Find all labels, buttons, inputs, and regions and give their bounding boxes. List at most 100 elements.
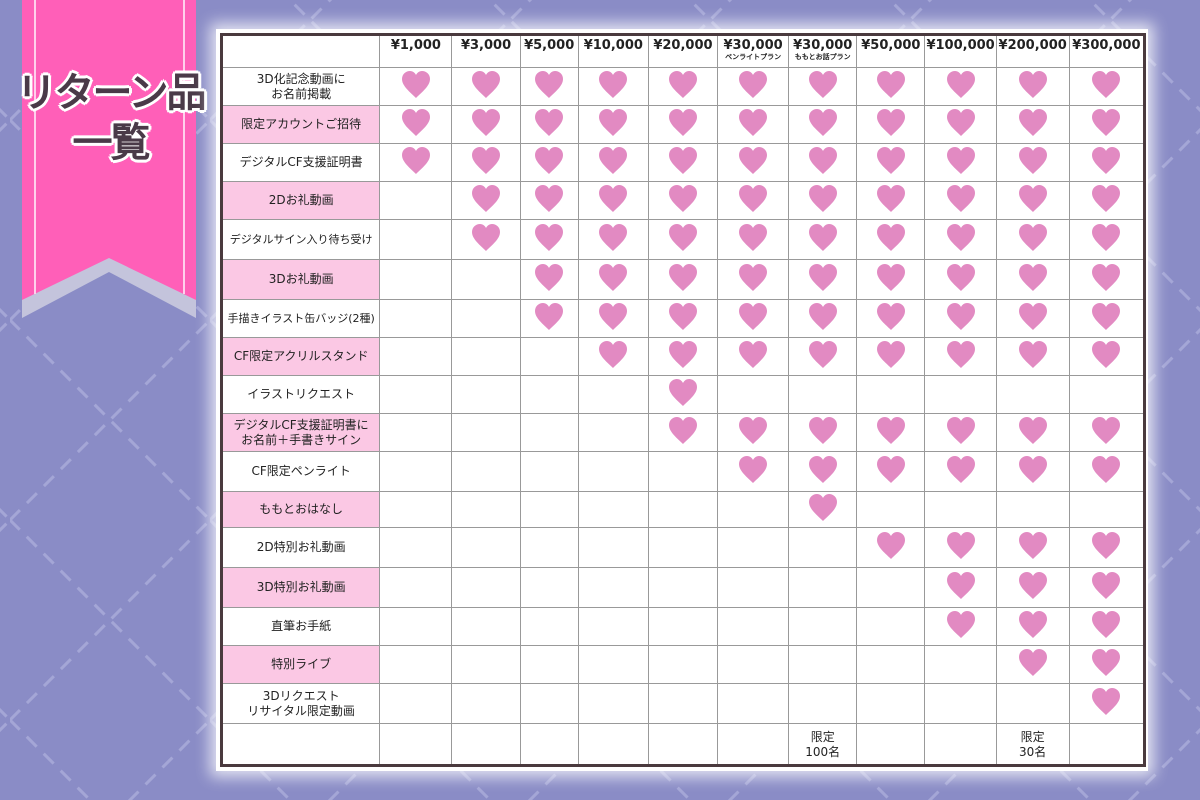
- empty-cell: [717, 375, 790, 414]
- empty-cell: [577, 413, 649, 452]
- empty-cell: [856, 683, 926, 724]
- empty-cell: [717, 491, 790, 528]
- return-item-row: イラストリクエスト: [220, 375, 1146, 414]
- return-item-label: CF限定ペンライト: [220, 451, 381, 492]
- return-item-row: デジタルCF支援証明書に お名前＋手書きサイン: [220, 413, 1146, 452]
- included-cell: [1068, 105, 1146, 144]
- heart-icon: [808, 223, 838, 252]
- included-cell: [995, 607, 1070, 646]
- heart-icon: [946, 416, 976, 445]
- empty-cell: [379, 645, 453, 684]
- return-item-label: デジタルCF支援証明書: [220, 143, 381, 182]
- empty-cell: [451, 723, 521, 766]
- heart-icon: [1091, 223, 1121, 252]
- included-cell: [924, 67, 997, 106]
- heart-icon: [1091, 531, 1121, 560]
- empty-cell: [924, 375, 997, 414]
- included-cell: [1068, 181, 1146, 220]
- empty-cell: [856, 375, 926, 414]
- heart-icon: [946, 70, 976, 99]
- included-cell: [788, 67, 858, 106]
- heart-icon: [668, 378, 698, 407]
- heart-icon: [1018, 108, 1048, 137]
- empty-cell: [451, 607, 521, 646]
- price-column-header: ¥50,000: [856, 34, 926, 68]
- included-cell: [519, 219, 579, 260]
- included-cell: [856, 219, 926, 260]
- empty-cell: [1068, 723, 1146, 766]
- included-cell: [788, 337, 858, 376]
- heart-icon: [876, 302, 906, 331]
- price-label: ¥1,000: [390, 38, 441, 53]
- included-cell: [717, 451, 790, 492]
- heart-icon: [1018, 70, 1048, 99]
- heart-icon: [1091, 70, 1121, 99]
- included-cell: [856, 451, 926, 492]
- heart-icon: [1091, 302, 1121, 331]
- heart-icon: [738, 302, 768, 331]
- empty-cell: [379, 413, 453, 452]
- empty-cell: [924, 491, 997, 528]
- heart-icon: [808, 455, 838, 484]
- heart-icon: [808, 70, 838, 99]
- included-cell: [856, 143, 926, 182]
- included-cell: [647, 299, 719, 338]
- heart-icon: [668, 263, 698, 292]
- return-item-label: 2D特別お礼動画: [220, 527, 381, 568]
- included-cell: [788, 451, 858, 492]
- empty-cell: [717, 683, 790, 724]
- included-cell: [1068, 143, 1146, 182]
- empty-cell: [856, 645, 926, 684]
- empty-cell: [519, 683, 579, 724]
- price-column-header: ¥3,000: [451, 34, 521, 68]
- included-cell: [1068, 67, 1146, 106]
- empty-cell: [519, 607, 579, 646]
- return-item-label: イラストリクエスト: [220, 375, 381, 414]
- empty-cell: [1068, 375, 1146, 414]
- included-cell: [1068, 567, 1146, 608]
- heart-icon: [534, 108, 564, 137]
- included-cell: [1068, 259, 1146, 300]
- heart-icon: [668, 184, 698, 213]
- heart-icon: [1018, 610, 1048, 639]
- empty-cell: [995, 683, 1070, 724]
- included-cell: [995, 413, 1070, 452]
- included-cell: [924, 299, 997, 338]
- heart-icon: [668, 302, 698, 331]
- empty-cell: [647, 645, 719, 684]
- included-cell: [647, 67, 719, 106]
- heart-icon: [946, 146, 976, 175]
- heart-icon: [946, 263, 976, 292]
- included-cell: [788, 299, 858, 338]
- empty-cell: [647, 723, 719, 766]
- empty-cell: [519, 527, 579, 568]
- empty-cell: [856, 607, 926, 646]
- included-cell: [995, 567, 1070, 608]
- heart-icon: [808, 416, 838, 445]
- return-item-label: デジタルサイン入り待ち受け: [220, 219, 381, 260]
- empty-cell: [647, 683, 719, 724]
- heart-icon: [401, 108, 431, 137]
- included-cell: [647, 413, 719, 452]
- return-item-row: 3Dリクエスト リサイタル限定動画: [220, 683, 1146, 724]
- price-label: ¥200,000: [998, 38, 1067, 53]
- heart-icon: [876, 184, 906, 213]
- included-cell: [577, 337, 649, 376]
- return-item-row: 3Dお礼動画: [220, 259, 1146, 300]
- heart-icon: [738, 108, 768, 137]
- price-column-header: ¥10,000: [577, 34, 649, 68]
- header-corner-cell: [220, 34, 381, 68]
- included-cell: [924, 451, 997, 492]
- included-cell: [717, 337, 790, 376]
- included-cell: [856, 67, 926, 106]
- empty-cell: [519, 723, 579, 766]
- heart-icon: [738, 416, 768, 445]
- empty-cell: [647, 451, 719, 492]
- empty-cell: [519, 337, 579, 376]
- heart-icon: [471, 70, 501, 99]
- return-item-label: 3Dリクエスト リサイタル限定動画: [220, 683, 381, 724]
- empty-cell: [451, 451, 521, 492]
- price-label: ¥50,000: [861, 38, 921, 53]
- return-item-label: CF限定アクリルスタンド: [220, 337, 381, 376]
- included-cell: [1068, 337, 1146, 376]
